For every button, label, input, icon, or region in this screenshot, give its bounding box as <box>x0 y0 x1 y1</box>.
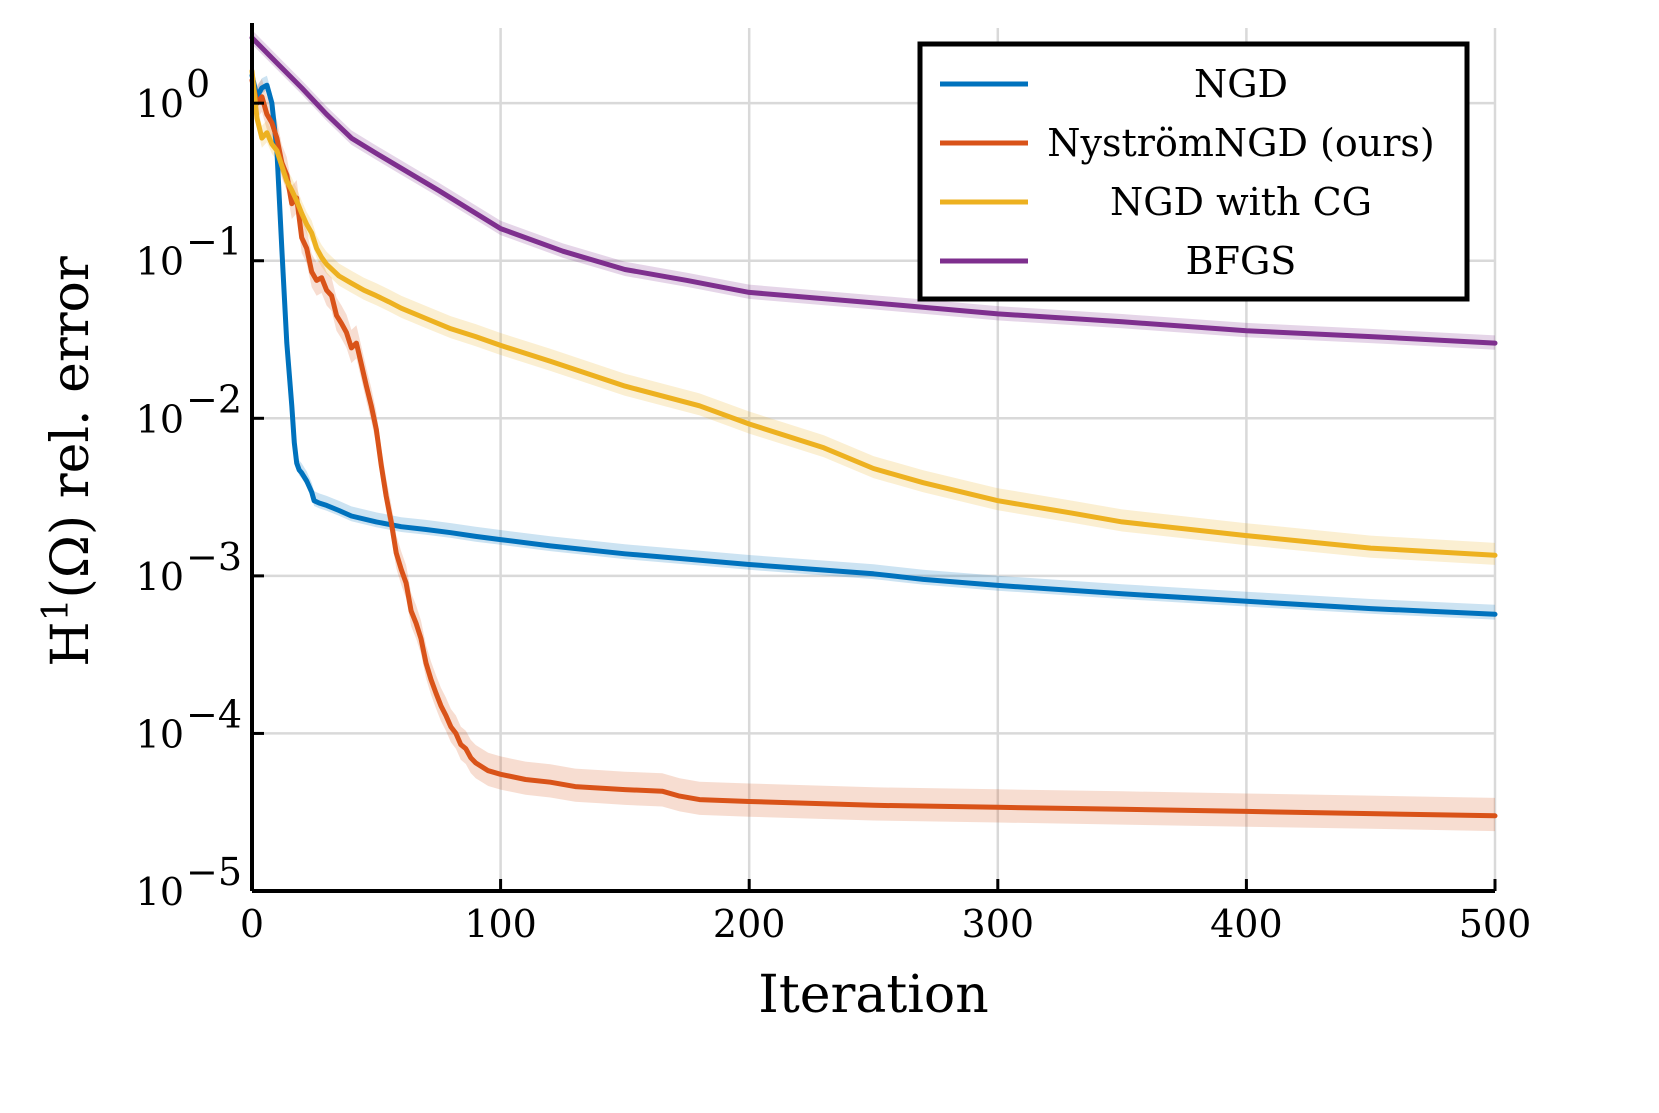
legend-item-bfgs: BFGS <box>940 239 1296 283</box>
legend-item-ngd-with-cg: NGD with CG <box>940 180 1372 224</box>
line-ngd-with-cg <box>249 68 1498 558</box>
y-tick-exponent-3: −3 <box>186 535 242 579</box>
x-tick-label-400: 400 <box>1210 902 1283 946</box>
legend-items: NGD NyströmNGD (ours) NGD with CG BFGS <box>940 62 1435 283</box>
line-nystr-mngd-ours <box>249 77 1498 819</box>
y-axis-label-rest: (Ω) rel. error <box>41 256 101 598</box>
y-axis-label-superscript: 1 <box>36 598 77 621</box>
x-axis-label: Iteration <box>758 965 988 1025</box>
x-axis-ticks: 0 100 200 300 400 500 <box>240 879 1531 946</box>
y-tick-exponent-5: −5 <box>186 850 242 894</box>
y-tick-label-5: 10 <box>136 870 184 914</box>
y-tick-exponent-0: 0 <box>186 62 210 106</box>
legend-label-ngd-with-cg: NGD with CG <box>1110 180 1372 224</box>
line-ngd <box>249 72 1498 617</box>
axes <box>250 23 1495 893</box>
legend: NGD NyströmNGD (ours) NGD with CG BFGS <box>917 41 1470 302</box>
legend-label-bfgs: BFGS <box>1186 239 1297 283</box>
line-bfgs <box>249 35 1498 346</box>
legend-item-ngd: NGD <box>940 62 1288 106</box>
y-tick-label-1: 10 <box>136 240 184 284</box>
y-axis-label-base: H <box>41 621 101 666</box>
band-ngd-with-cg <box>252 58 1495 565</box>
legend-label-nystr-mngd-ours: NyströmNGD (ours) <box>1047 121 1434 165</box>
y-tick-exponent-4: −4 <box>186 692 242 736</box>
x-tick-label-500: 500 <box>1459 902 1532 946</box>
legend-label-ngd: NGD <box>1194 62 1288 106</box>
x-tick-label-100: 100 <box>464 902 537 946</box>
series-lines <box>249 35 1498 819</box>
x-tick-label-0: 0 <box>240 902 264 946</box>
legend-item-nystr-mngd-ours: NyströmNGD (ours) <box>940 121 1435 165</box>
y-tick-exponent-2: −2 <box>186 377 242 421</box>
y-axis-label: H1(Ω) rel. error <box>36 256 101 667</box>
x-tick-label-200: 200 <box>713 902 786 946</box>
y-tick-label-3: 10 <box>136 555 184 599</box>
y-tick-label-4: 10 <box>136 712 184 756</box>
y-tick-label-0: 10 <box>136 82 184 126</box>
x-tick-label-300: 300 <box>962 902 1035 946</box>
confidence-bands <box>252 30 1495 832</box>
y-tick-exponent-1: −1 <box>186 220 242 264</box>
y-tick-label-2: 10 <box>136 397 184 441</box>
